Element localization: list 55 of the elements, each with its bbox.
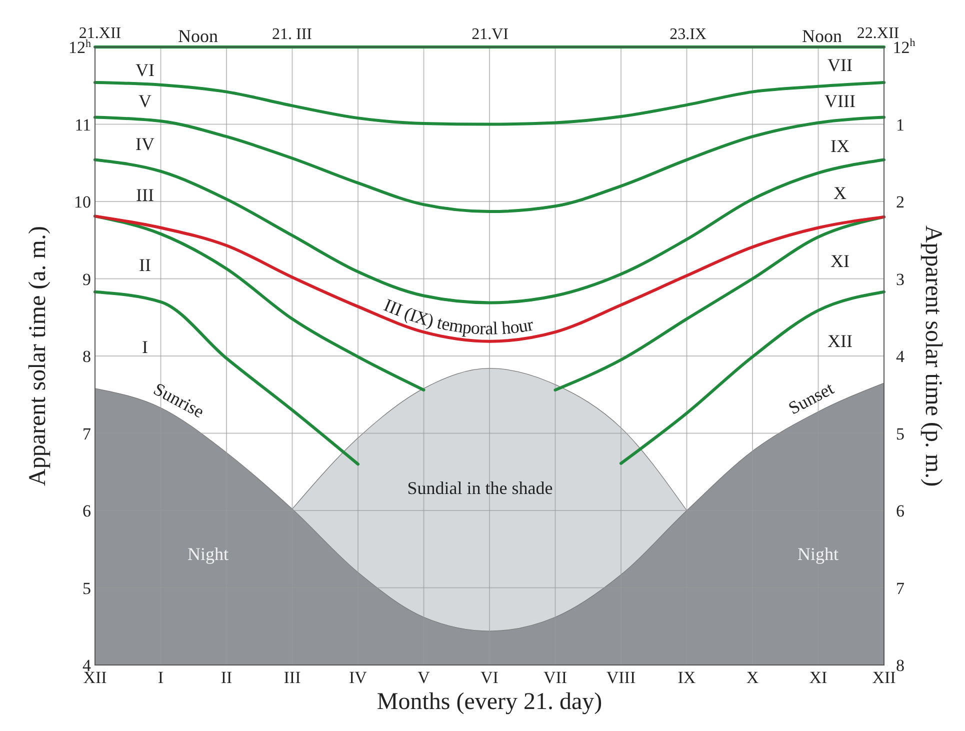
y2-tick-label: 5 <box>896 424 904 444</box>
x-tick-label: II <box>220 668 232 687</box>
y2-axis-title: Apparent solar time (p. m.) <box>920 225 946 487</box>
annotation: XII <box>828 331 852 352</box>
text: 23.IX <box>670 26 707 43</box>
annotation: IX <box>830 136 850 156</box>
x-tick-label: X <box>746 668 759 687</box>
y-tick-label: 5 <box>82 578 91 598</box>
y-tick-label: 7 <box>82 424 92 444</box>
annotation: Sundial in the shade <box>407 478 553 498</box>
annotation: VI <box>136 60 154 80</box>
y2-tick-label: 8 <box>896 656 904 675</box>
annotation: Sunset <box>785 378 838 418</box>
text: 21. III <box>272 26 312 43</box>
x-tick-label: IX <box>678 668 696 687</box>
annotation: IV <box>136 134 154 154</box>
annotation: III <box>136 185 154 206</box>
y-tick-label: 6 <box>82 502 91 520</box>
x-tick-label: VI <box>480 668 499 687</box>
y-tick-label: 12$^{h}$ <box>68 38 92 57</box>
x-tick-label: IV <box>349 668 368 687</box>
y2-tick-label: 4 <box>896 347 905 366</box>
line-series <box>94 81 886 126</box>
line-series <box>94 116 886 214</box>
y2-tick-label: 2 <box>896 192 904 212</box>
x-axis-title: Months (every 21. day) <box>376 689 602 715</box>
annotation: XI <box>830 251 850 272</box>
annotation: X <box>834 183 846 204</box>
y-tick-label: 9 <box>82 270 91 289</box>
text: Noon <box>178 26 218 46</box>
x-tick-label: XI <box>809 668 828 687</box>
annotation: II <box>139 255 151 276</box>
y-tick-label: 11 <box>74 115 91 134</box>
annotation: Night <box>797 544 839 564</box>
series-label: III (IX) temporal hour <box>381 294 535 338</box>
annotation: V <box>138 91 152 112</box>
x-tick-label: VII <box>543 668 568 687</box>
x-tick-label: XII <box>872 668 896 687</box>
x-tick-label: I <box>158 668 164 687</box>
text: 21.VI <box>472 26 508 43</box>
y2-tick-label: 7 <box>896 578 905 598</box>
y2-tick-label: 3 <box>896 270 904 289</box>
text: Noon <box>802 26 842 46</box>
annotation: VII <box>828 55 852 76</box>
x-tick-label: V <box>418 668 431 687</box>
y2-tick-label: 1 <box>896 115 904 134</box>
y-tick-label: 10 <box>74 192 91 212</box>
x-tick-label: III <box>284 668 302 687</box>
annotation: Night <box>187 544 229 564</box>
y-tick-label: 8 <box>82 347 91 366</box>
y2-tick-label: 6 <box>896 502 904 520</box>
x-tick-label: VIII <box>606 668 636 687</box>
annotation: I <box>142 337 148 358</box>
annotation: VIII <box>824 91 856 112</box>
y-axis-title: Apparent solar time (a. m.) <box>25 226 51 486</box>
